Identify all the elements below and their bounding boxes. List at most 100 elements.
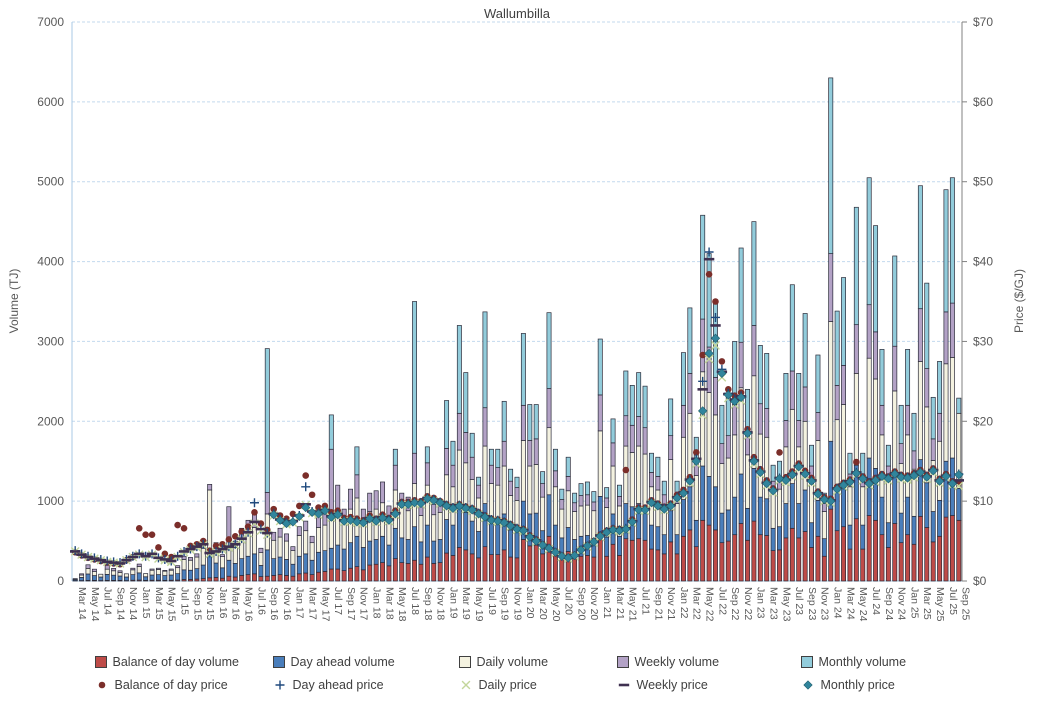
svg-text:Sep 25: Sep 25 [960, 587, 972, 620]
svg-text:Jan 22: Jan 22 [678, 587, 690, 619]
svg-text:Sep 22: Sep 22 [729, 587, 741, 620]
legend-item-day-ahead-volume: Day ahead volume [272, 655, 459, 669]
svg-text:0: 0 [57, 574, 64, 588]
chart-legend: Balance of day volume Day ahead volume Dai… [0, 650, 1037, 696]
svg-text:Sep 16: Sep 16 [268, 587, 280, 620]
svg-text:$20: $20 [973, 414, 993, 428]
legend-item-daily-volume: Daily volume [458, 654, 617, 669]
svg-text:Jul 22: Jul 22 [716, 587, 728, 615]
svg-text:Mar 18: Mar 18 [383, 587, 395, 620]
svg-text:$30: $30 [973, 334, 993, 348]
svg-text:Mar 19: Mar 19 [460, 587, 472, 620]
svg-text:May 22: May 22 [704, 587, 716, 622]
legend-marker-icon [802, 679, 813, 690]
svg-text:4000: 4000 [37, 255, 64, 269]
legend-item-monthly-price: Monthly price [801, 678, 943, 692]
svg-text:Jul 15: Jul 15 [178, 587, 190, 615]
svg-text:Sep 20: Sep 20 [575, 587, 587, 620]
svg-text:May 23: May 23 [780, 587, 792, 622]
svg-text:Sep 24: Sep 24 [883, 587, 895, 620]
svg-text:Jul 19: Jul 19 [486, 587, 498, 615]
svg-text:5000: 5000 [37, 175, 64, 189]
svg-text:Mar 17: Mar 17 [307, 587, 319, 620]
legend-marker-icon [275, 680, 284, 689]
chart-title: Wallumbilla [484, 6, 550, 21]
svg-text:Jan 23: Jan 23 [755, 587, 767, 619]
svg-text:Jul 17: Jul 17 [332, 587, 344, 615]
svg-text:Sep 21: Sep 21 [652, 587, 664, 620]
svg-text:3000: 3000 [37, 334, 64, 348]
legend-label: Daily volume [476, 654, 549, 669]
legend-label: Monthly price [820, 677, 895, 692]
legend-swatch-icon [272, 655, 285, 668]
svg-text:Jan 19: Jan 19 [447, 587, 459, 619]
legend-item-weekly-price: Weekly price [617, 678, 801, 692]
svg-text:Mar 24: Mar 24 [844, 587, 856, 620]
svg-text:Nov 20: Nov 20 [588, 587, 600, 620]
svg-text:Jan 25: Jan 25 [908, 587, 920, 619]
svg-text:Jul 14: Jul 14 [102, 587, 114, 615]
svg-text:Mar 23: Mar 23 [768, 587, 780, 620]
legend-item-balance-of-day-volume: Balance of day volume [94, 654, 273, 669]
legend-swatch-icon [458, 655, 471, 668]
price-markers-monthly-price [269, 333, 964, 563]
svg-text:Jan 16: Jan 16 [217, 587, 229, 619]
svg-text:May 18: May 18 [396, 587, 408, 622]
svg-text:Jul 16: Jul 16 [255, 587, 267, 615]
legend-item-daily-price: Daily price [459, 678, 617, 692]
svg-text:May 17: May 17 [319, 587, 331, 622]
axis-tick-labels: 0 1000 2000 3000 4000 5000 6000 7000 $0 $10 $20 $30… [37, 15, 993, 588]
svg-text:Sep 18: Sep 18 [422, 587, 434, 620]
svg-text:Jan 24: Jan 24 [832, 587, 844, 619]
svg-text:Jul 25: Jul 25 [947, 587, 959, 615]
svg-text:Jul 20: Jul 20 [563, 587, 575, 615]
legend-label: Day ahead price [292, 677, 384, 692]
svg-text:May 14: May 14 [89, 587, 101, 622]
svg-text:7000: 7000 [37, 15, 64, 29]
svg-text:May 24: May 24 [857, 587, 869, 622]
svg-text:Sep 15: Sep 15 [191, 587, 203, 620]
svg-text:Mar 25: Mar 25 [921, 587, 933, 620]
svg-text:Jan 15: Jan 15 [140, 587, 152, 619]
svg-text:6000: 6000 [37, 95, 64, 109]
legend-item-balance-of-day-price: Balance of day price [95, 678, 273, 692]
svg-text:2000: 2000 [37, 414, 64, 428]
svg-text:Jan 20: Jan 20 [524, 587, 536, 619]
legend-label: Daily price [478, 677, 537, 692]
legend-marker-icon [98, 681, 105, 688]
legend-swatch-icon [94, 655, 107, 668]
svg-text:Mar 22: Mar 22 [691, 587, 703, 620]
svg-text:May 15: May 15 [166, 587, 178, 622]
svg-text:May 25: May 25 [934, 587, 946, 622]
legend-label: Monthly volume [818, 654, 907, 669]
svg-text:Jan 17: Jan 17 [294, 587, 306, 619]
svg-text:Sep 17: Sep 17 [345, 587, 357, 620]
svg-text:$50: $50 [973, 175, 993, 189]
svg-text:May 19: May 19 [473, 587, 485, 622]
svg-text:Jul 24: Jul 24 [870, 587, 882, 615]
svg-text:Nov 23: Nov 23 [819, 587, 831, 620]
legend-label: Weekly volume [634, 654, 720, 669]
legend-label: Balance of day price [114, 677, 228, 692]
svg-text:$70: $70 [973, 15, 993, 29]
svg-text:Mar 21: Mar 21 [614, 587, 626, 620]
svg-text:Sep 14: Sep 14 [114, 587, 126, 620]
svg-text:Nov 16: Nov 16 [281, 587, 293, 620]
svg-text:$0: $0 [973, 574, 987, 588]
legend-label: Balance of day volume [112, 654, 239, 669]
legend-swatch-icon [616, 655, 629, 668]
svg-text:$40: $40 [973, 255, 993, 269]
legend-label: Weekly price [636, 677, 708, 692]
svg-text:Sep 23: Sep 23 [806, 587, 818, 620]
svg-text:Nov 21: Nov 21 [665, 587, 677, 620]
svg-text:Jul 18: Jul 18 [409, 587, 421, 615]
svg-text:May 20: May 20 [550, 587, 562, 622]
svg-text:Sep 19: Sep 19 [499, 587, 511, 620]
svg-text:Nov 17: Nov 17 [358, 587, 370, 620]
svg-text:Nov 18: Nov 18 [435, 587, 447, 620]
legend-swatch-icon [800, 655, 813, 668]
svg-text:Jan 21: Jan 21 [601, 587, 613, 619]
chart-plot-area: 0 1000 2000 3000 4000 5000 6000 7000 $0 $10 $20 $30… [37, 15, 993, 622]
svg-text:$10: $10 [973, 494, 993, 508]
